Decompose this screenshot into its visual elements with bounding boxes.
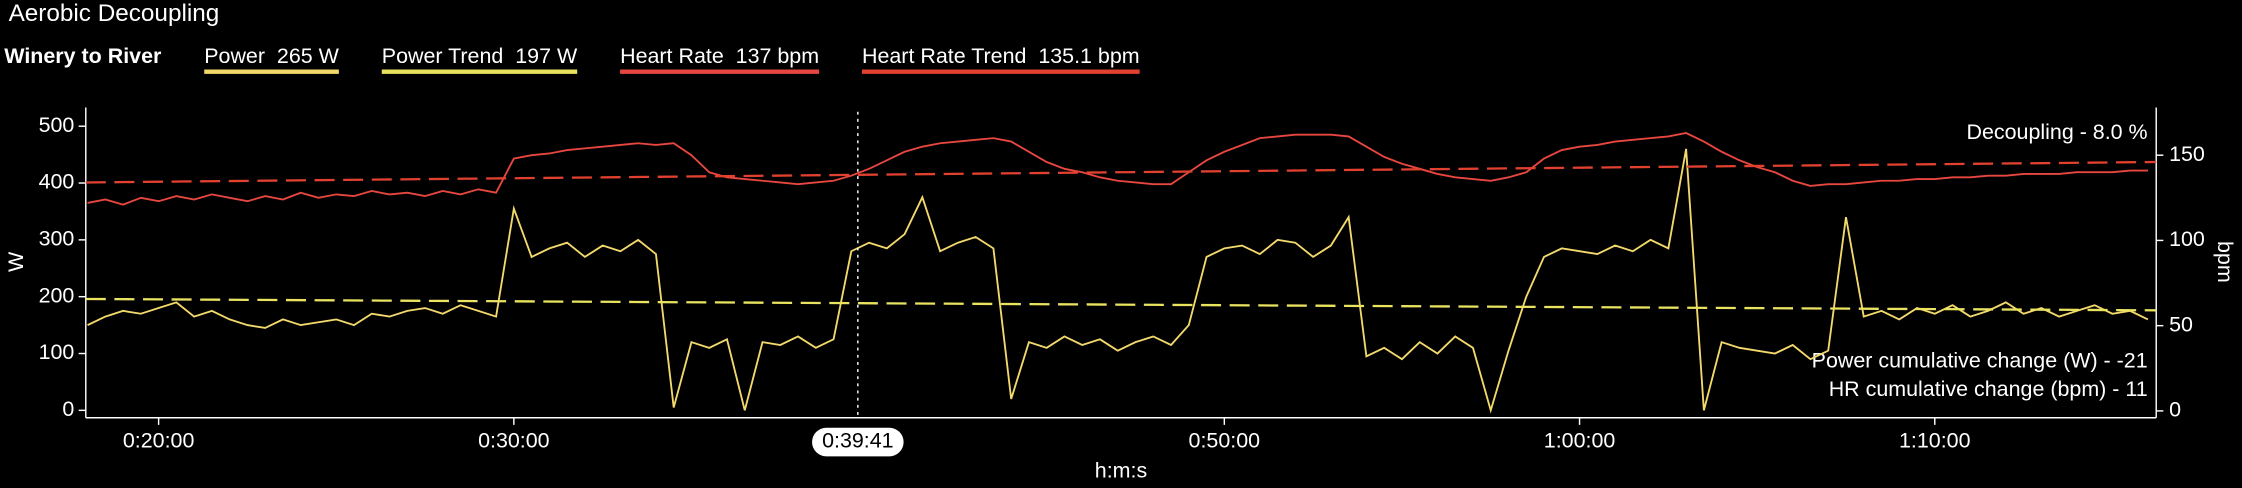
legend-label: Heart Rate 137 bpm: [620, 44, 819, 68]
chart-subtitle: Winery to River: [4, 44, 162, 68]
y-axis-label: W: [4, 251, 28, 272]
x-tick-label: 0:30:00: [478, 429, 550, 453]
y2-axis-label: bpm: [2213, 241, 2237, 283]
x-tick-label: 0:20:00: [123, 429, 195, 453]
y-tick-label: 100: [39, 340, 75, 364]
x-tick-label: 1:00:00: [1544, 429, 1616, 453]
cursor-label-bg: [812, 427, 904, 457]
y-tick-label: 500: [39, 113, 75, 137]
trend-line: [85, 297, 2157, 312]
annotation: HR cumulative change (bpm) - 11: [1829, 377, 2148, 401]
data-line: [87, 132, 2148, 206]
y2-tick-label: 100: [2169, 227, 2205, 251]
y2-tick-label: 150: [2169, 142, 2205, 166]
annotation: Decoupling - 8.0 %: [1966, 120, 2147, 144]
y-tick-label: 200: [39, 283, 75, 307]
x-axis-label: h:m:s: [1095, 459, 1147, 483]
y2-tick-label: 50: [2169, 312, 2193, 336]
data-line: [87, 148, 2149, 414]
legend-label: Power 265 W: [204, 44, 339, 68]
y-tick-label: 0: [62, 397, 74, 421]
x-tick-label: 1:10:00: [1899, 429, 1971, 453]
legend-label: Power Trend 197 W: [382, 44, 578, 68]
legend-label: Heart Rate Trend 135.1 bpm: [862, 44, 1140, 68]
y-tick-label: 300: [39, 227, 75, 251]
trend-line: [85, 160, 2157, 184]
annotation: Power cumulative change (W) - -21: [1812, 349, 2148, 373]
x-tick-label: 0:50:00: [1189, 429, 1261, 453]
y2-tick-label: 0: [2169, 398, 2181, 422]
cursor-label: 0:39:41: [822, 429, 894, 453]
chart-title: Aerobic Decoupling: [9, 0, 220, 27]
y-tick-label: 400: [39, 170, 75, 194]
